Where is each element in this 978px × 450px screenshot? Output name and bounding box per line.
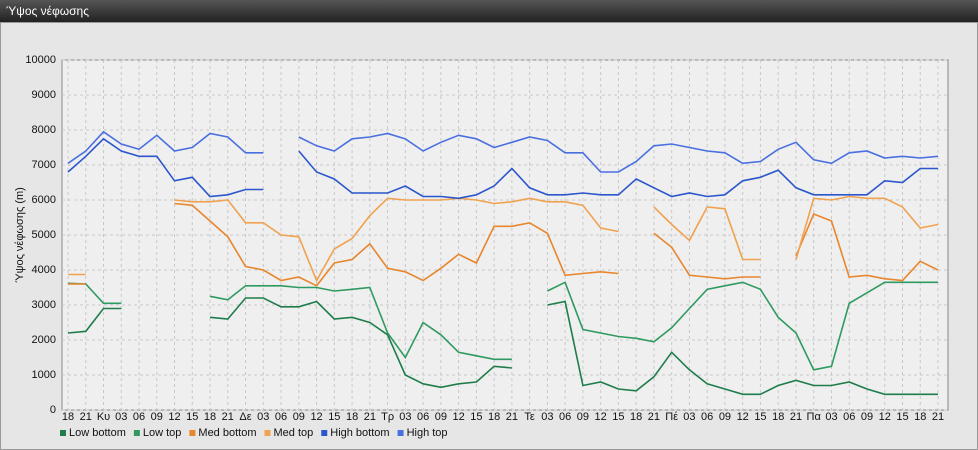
series-line [68,202,939,287]
x-tick-label: Πέ [665,411,678,423]
x-tick-label: 21 [648,411,660,423]
x-tick-label: Δε [239,411,251,423]
x-tick-label: 15 [896,411,908,423]
x-tick-label: 21 [80,411,92,423]
x-tick-label: 21 [790,411,802,423]
x-tick-label: 12 [737,411,749,423]
x-tick-label: 21 [506,411,518,423]
x-tick-label: 03 [541,411,553,423]
y-tick-label: 1000 [32,369,56,381]
x-tick-label: 21 [364,411,376,423]
x-tick-label: Κυ [97,411,110,423]
x-tick-label: 15 [186,411,198,423]
x-tick-label: 03 [825,411,837,423]
y-tick-label: 8000 [32,124,56,136]
series-line [67,297,938,396]
y-tick-label: 3000 [32,299,56,311]
x-tick-label: 06 [133,411,145,423]
series-line [67,130,939,173]
legend-label: Low top [143,427,182,439]
x-tick-label: 03 [683,411,695,423]
y-tick-label: 9000 [32,89,56,101]
y-tick-label: 7000 [32,159,56,171]
x-tick-label: 03 [399,411,411,423]
x-tick-label: 18 [204,411,216,423]
x-tick-label: 15 [754,411,766,423]
x-tick-label: 06 [417,411,429,423]
x-tick-label: 18 [488,411,500,423]
window-title: Ύψος νέφωσης [6,4,89,18]
x-tick-label: 18 [62,411,74,423]
x-tick-label: 06 [559,411,571,423]
legend-label: Med top [274,427,314,439]
y-axis-label: Ύψος νέφωσης (m) [14,187,26,283]
x-tick-label: 12 [168,411,180,423]
legend-label: Low bottom [69,427,126,439]
x-tick-label: 03 [115,411,127,423]
x-tick-label: 09 [435,411,447,423]
y-tick-label: 10000 [25,54,56,66]
x-tick-label: 15 [328,411,340,423]
x-tick-label: 09 [861,411,873,423]
y-tick-label: 2000 [32,334,56,346]
x-tick-label: 18 [630,411,642,423]
x-tick-label: 09 [577,411,589,423]
legend-label: High top [407,427,448,439]
y-tick-label: 6000 [32,194,56,206]
x-tick-label: 21 [222,411,234,423]
x-tick-label: 09 [151,411,163,423]
x-tick-label: 06 [701,411,713,423]
x-tick-label: 09 [293,411,305,423]
x-tick-label: 18 [772,411,784,423]
legend-swatch [321,430,328,436]
legend-swatch [397,430,404,436]
legend-label: Med bottom [198,427,256,439]
title-bar [0,0,978,22]
y-tick-label: 4000 [32,264,56,276]
x-tick-label: 15 [470,411,482,423]
x-tick-label: 09 [719,411,731,423]
x-tick-label: 18 [346,411,358,423]
y-tick-label: 5000 [32,229,56,241]
x-tick-label: 03 [257,411,269,423]
series-line [67,137,938,200]
x-tick-label: 12 [310,411,322,423]
legend-swatch [133,430,140,436]
x-tick-label: Πα [807,411,822,423]
legend-swatch [264,430,271,436]
legend-label: High bottom [330,427,389,439]
x-tick-label: 18 [914,411,926,423]
x-tick-label: 15 [612,411,624,423]
x-tick-label: 12 [452,411,464,423]
legend-swatch [189,430,196,436]
x-tick-label: 21 [932,411,944,423]
x-tick-label: 12 [595,411,607,423]
x-tick-label: Τε [524,411,535,423]
x-tick-label: Τρ [381,411,394,423]
x-tick-label: 12 [879,411,891,423]
y-tick-label: 0 [50,404,56,416]
x-tick-label: 06 [275,411,287,423]
x-tick-label: 06 [843,411,855,423]
series-line [68,195,939,283]
legend-swatch [60,430,66,436]
